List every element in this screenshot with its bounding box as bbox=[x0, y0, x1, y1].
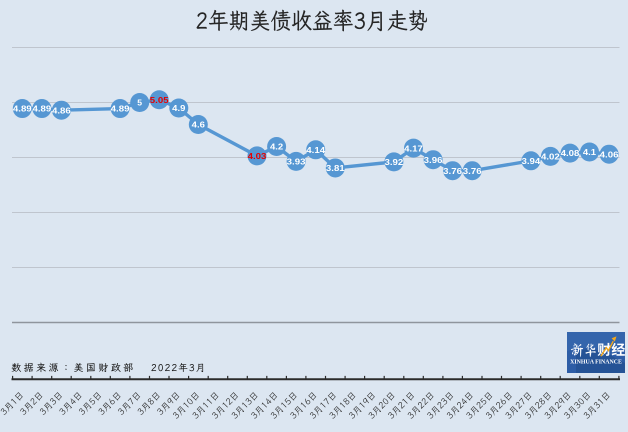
svg-text:4.2: 4.2 bbox=[270, 142, 283, 152]
svg-text:3.93: 3.93 bbox=[287, 156, 306, 166]
svg-text:3.92: 3.92 bbox=[385, 157, 404, 167]
svg-text:4.6: 4.6 bbox=[192, 120, 205, 130]
svg-text:4.08: 4.08 bbox=[561, 148, 580, 158]
svg-text:5: 5 bbox=[137, 98, 142, 108]
svg-text:5.05: 5.05 bbox=[150, 95, 169, 105]
svg-text:4.06: 4.06 bbox=[600, 149, 619, 159]
svg-text:3.96: 3.96 bbox=[424, 155, 443, 165]
svg-text:4.9: 4.9 bbox=[172, 103, 185, 113]
svg-text:3.76: 3.76 bbox=[443, 166, 462, 176]
svg-text:XINHUA FINANCE: XINHUA FINANCE bbox=[570, 360, 622, 366]
svg-text:4.89: 4.89 bbox=[33, 104, 52, 114]
svg-text:4.02: 4.02 bbox=[541, 152, 560, 162]
svg-text:4.14: 4.14 bbox=[306, 145, 325, 155]
svg-text:3.76: 3.76 bbox=[463, 166, 482, 176]
svg-text:4.89: 4.89 bbox=[13, 104, 32, 114]
svg-text:3.94: 3.94 bbox=[522, 156, 541, 166]
svg-text:4.89: 4.89 bbox=[111, 104, 130, 114]
svg-text:3.81: 3.81 bbox=[326, 163, 345, 173]
svg-text:4.1: 4.1 bbox=[583, 147, 596, 157]
svg-text:4.86: 4.86 bbox=[52, 105, 71, 115]
svg-text:4.17: 4.17 bbox=[404, 143, 423, 153]
svg-text:4.03: 4.03 bbox=[248, 151, 267, 161]
